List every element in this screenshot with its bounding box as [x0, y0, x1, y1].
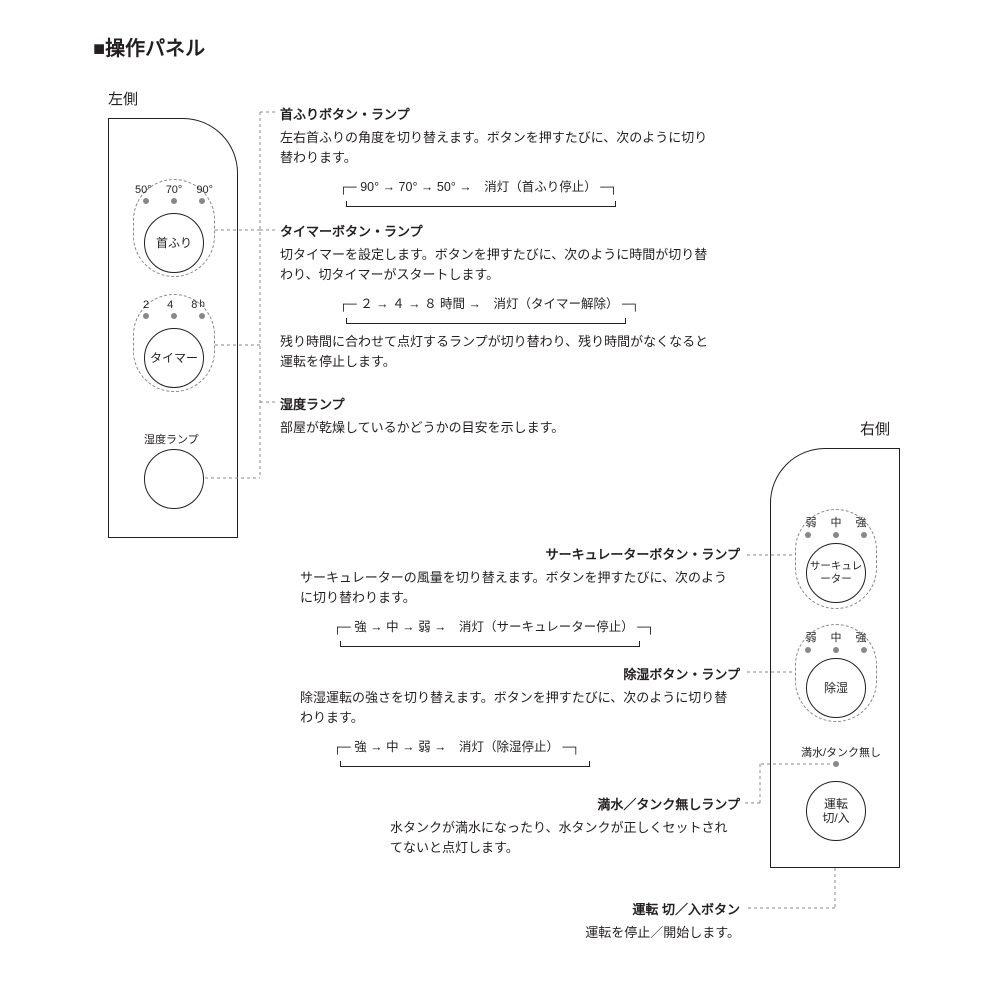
- circulator-desc-body: サーキュレーターの風量を切り替えます。ボタンを押すたびに、次のように切り替わりま…: [300, 568, 740, 608]
- led-dot-icon: [833, 647, 839, 653]
- timer-desc-note: 残り時間に合わせて点灯するランプが切り替わり、残り時間がなくなると運転を停止しま…: [280, 332, 720, 372]
- tank-desc-body: 水タンクが満水になったり、水タンクが正しくセットされてないと点灯します。: [390, 818, 740, 858]
- circ-led-mid: 中: [831, 514, 842, 530]
- swing-button[interactable]: 首ふり: [144, 213, 204, 273]
- led-dot-icon: [805, 532, 811, 538]
- power-desc-title: 運転 切／入ボタン: [540, 900, 740, 920]
- swing-led-labels: 50° 70° 90°: [140, 184, 208, 196]
- led-dot-icon: [805, 647, 811, 653]
- swing-led-90: 90°: [196, 184, 213, 196]
- dehum-led-mid: 中: [831, 629, 842, 645]
- circulator-desc-title: サーキュレーターボタン・ランプ: [300, 545, 740, 565]
- timer-unit: h: [199, 299, 205, 311]
- humidity-lamp: [144, 449, 204, 509]
- tank-desc-title: 満水／タンク無しランプ: [390, 795, 740, 815]
- led-dot-icon: [199, 198, 205, 204]
- led-dot-icon: [861, 647, 867, 653]
- humidity-desc-title: 湿度ランプ: [280, 395, 720, 415]
- tank-desc: 満水／タンク無しランプ 水タンクが満水になったり、水タンクが正しくセットされてな…: [390, 795, 740, 858]
- swing-desc-body: 左右首ふりの角度を切り替えます。ボタンを押すたびに、次のように切り替わります。: [280, 128, 720, 168]
- dehumid-desc: 除湿ボタン・ランプ 除湿運転の強さを切り替えます。ボタンを押すたびに、次のように…: [300, 665, 740, 767]
- timer-led-2: 2: [143, 299, 149, 311]
- circ-led-weak: 弱: [806, 514, 817, 530]
- humidity-desc-body: 部屋が乾燥しているかどうかの目安を示します。: [280, 418, 720, 438]
- led-dot-icon: [143, 313, 149, 319]
- swing-sequence: ┌─ 90° → 70° → 50° → 消灯（首ふり停止） ─┐: [336, 176, 621, 199]
- timer-led-8: 8: [191, 299, 197, 311]
- timer-sequence: ┌─ ２ → ４ → ８ 時間 → 消灯（タイマー解除） ─┐: [336, 293, 643, 316]
- swing-desc-title: 首ふりボタン・ランプ: [280, 105, 720, 125]
- led-dot-icon: [199, 313, 205, 319]
- dehumid-desc-title: 除湿ボタン・ランプ: [300, 665, 740, 685]
- left-side-label: 左側: [108, 88, 138, 109]
- right-panel: 弱 中 強 サーキュレーター 弱 中 強 除湿 満水/タンク無し 運転 切/入: [770, 448, 900, 868]
- swing-led-70: 70°: [166, 184, 183, 196]
- tank-lamp-label: 満水/タンク無し: [801, 744, 881, 760]
- humidity-lamp-label: 湿度ランプ: [144, 431, 199, 447]
- timer-button[interactable]: タイマー: [144, 328, 204, 388]
- power-desc-body: 運転を停止／開始します。: [540, 923, 740, 943]
- dehum-led-weak: 弱: [806, 629, 817, 645]
- swing-led-50: 50°: [135, 184, 152, 196]
- circulator-sequence: ┌─ 強 → 中 → 弱 → 消灯（サーキュレーター停止） ─┐: [330, 616, 658, 639]
- swing-desc: 首ふりボタン・ランプ 左右首ふりの角度を切り替えます。ボタンを押すたびに、次のよ…: [280, 105, 720, 207]
- timer-led-4: 4: [167, 299, 173, 311]
- page-title: ■操作パネル: [93, 32, 205, 61]
- timer-led-labels: 2 4 8 h: [140, 299, 208, 311]
- led-dot-icon: [833, 532, 839, 538]
- dehum-led-strong: 強: [856, 629, 867, 645]
- right-side-label: 右側: [860, 418, 890, 439]
- circ-led-strong: 強: [856, 514, 867, 530]
- humidity-desc: 湿度ランプ 部屋が乾燥しているかどうかの目安を示します。: [280, 395, 720, 438]
- led-dot-icon: [171, 313, 177, 319]
- timer-desc: タイマーボタン・ランプ 切タイマーを設定します。ボタンを押すたびに、次のように時…: [280, 222, 720, 372]
- led-dot-icon: [143, 198, 149, 204]
- dehumid-sequence: ┌─ 強 → 中 → 弱 → 消灯（除湿停止） ─┐: [330, 736, 583, 759]
- circulator-button[interactable]: サーキュレーター: [806, 543, 866, 603]
- timer-led-dots: [140, 313, 208, 319]
- power-button[interactable]: 運転 切/入: [806, 781, 866, 841]
- swing-led-dots: [140, 198, 208, 204]
- dehumid-led-dots: [802, 647, 870, 653]
- timer-desc-body: 切タイマーを設定します。ボタンを押すたびに、次のように時間が切り替わり、切タイマ…: [280, 245, 720, 285]
- timer-desc-title: タイマーボタン・ランプ: [280, 222, 720, 242]
- dehumid-desc-body: 除湿運転の強さを切り替えます。ボタンを押すたびに、次のように切り替わります。: [300, 688, 740, 728]
- led-dot-icon: [861, 532, 867, 538]
- dehumid-button[interactable]: 除湿: [806, 658, 866, 718]
- tank-led-icon: [833, 761, 839, 767]
- circulator-led-dots: [802, 532, 870, 538]
- led-dot-icon: [171, 198, 177, 204]
- circulator-led-labels: 弱 中 強: [802, 514, 870, 530]
- left-panel: 50° 70° 90° 首ふり 2 4 8 h タイマー 湿度ランプ: [108, 118, 238, 538]
- power-desc: 運転 切／入ボタン 運転を停止／開始します。: [540, 900, 740, 943]
- dehumid-led-labels: 弱 中 強: [802, 629, 870, 645]
- circulator-desc: サーキュレーターボタン・ランプ サーキュレーターの風量を切り替えます。ボタンを押…: [300, 545, 740, 647]
